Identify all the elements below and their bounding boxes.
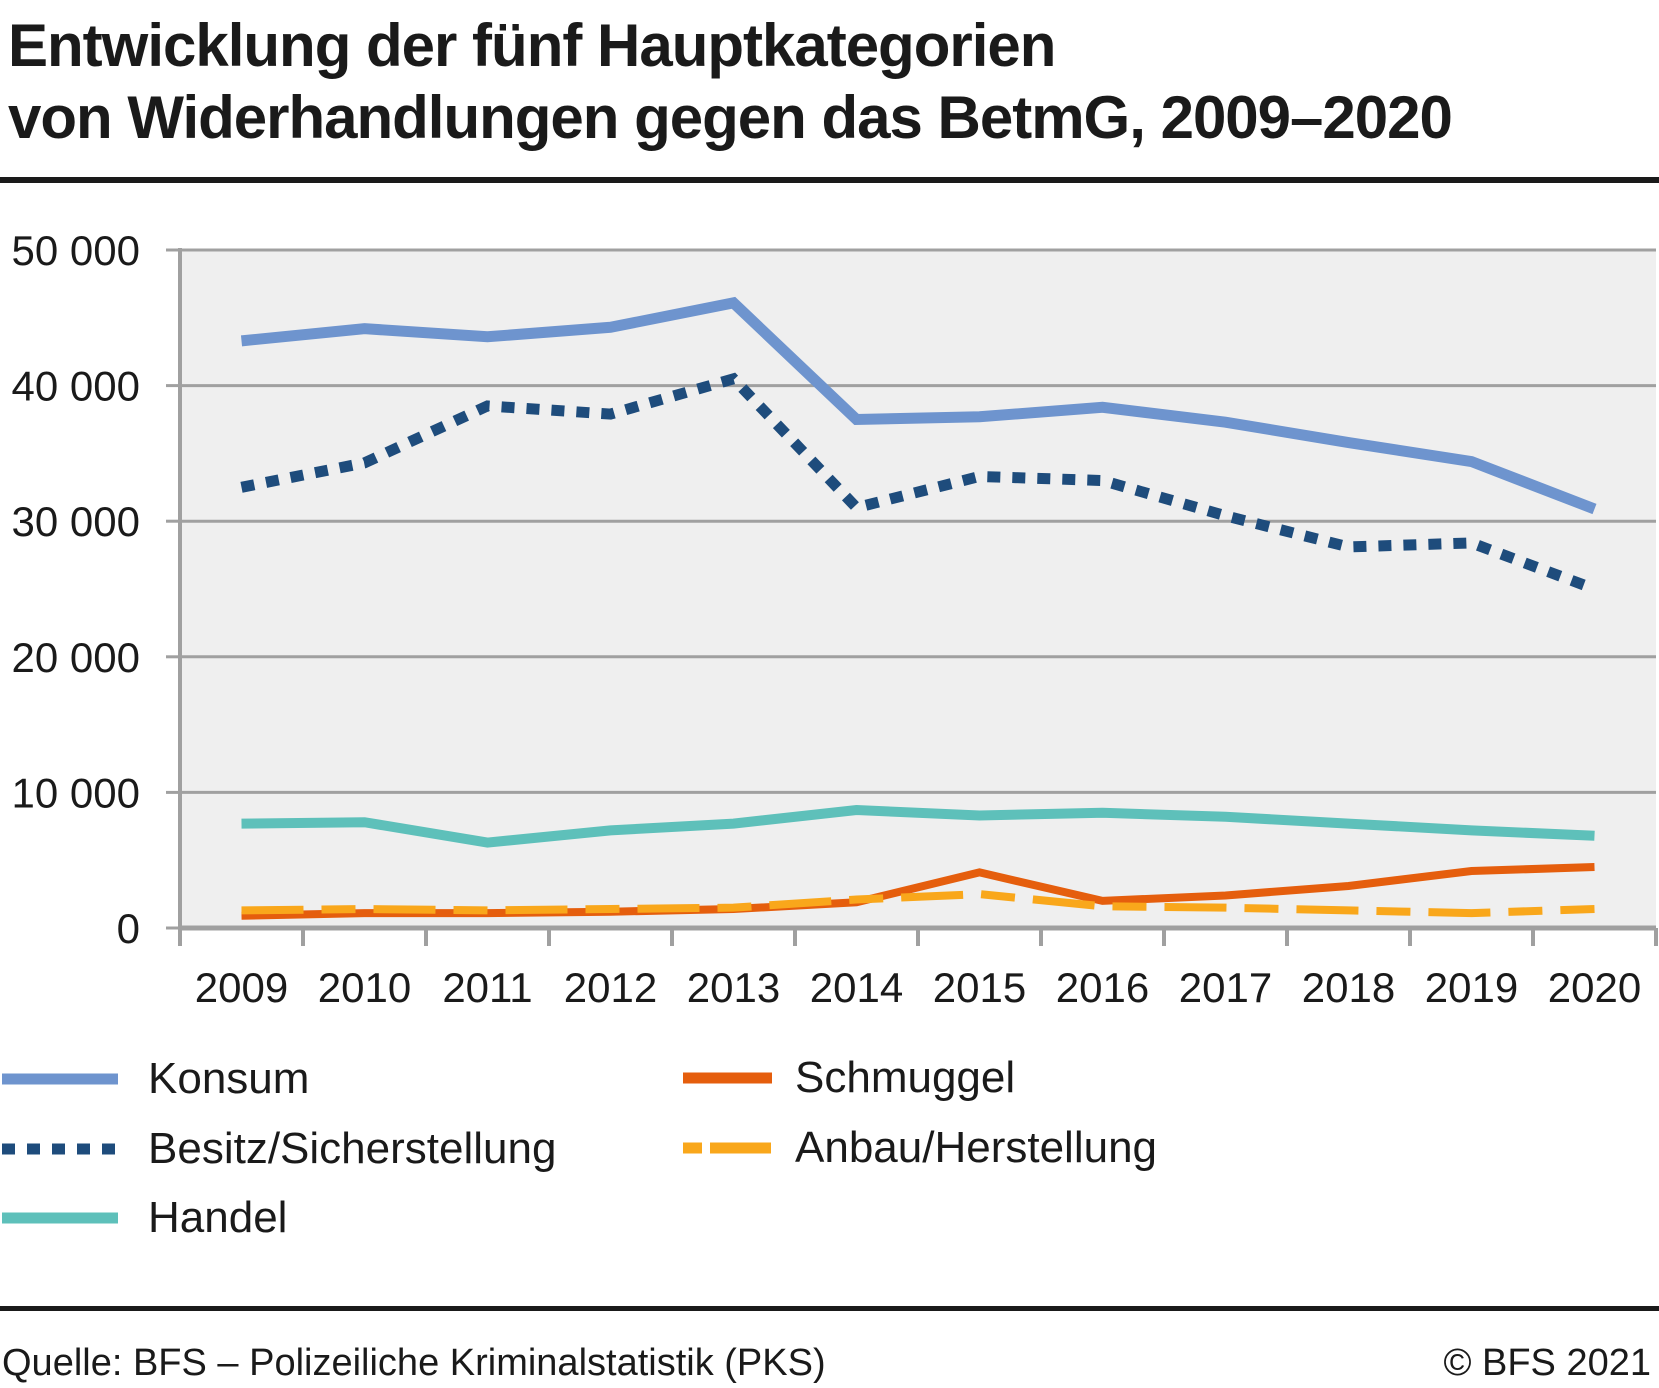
legend-swatch-anbau-herstellung <box>683 1142 772 1154</box>
legend-label-besitz-sicherstellung: Besitz/Sicherstellung <box>148 1124 557 1173</box>
x-tick-label: 2010 <box>318 964 411 1011</box>
x-axis-labels: 2009 2010 2011 2012 2013 2014 2015 2016 2017 2018… <box>195 964 1641 1011</box>
y-tick-label: 0 <box>117 905 140 952</box>
title-divider <box>0 177 1659 183</box>
x-tick-label: 2015 <box>933 964 1026 1011</box>
series-handel <box>241 805 1595 848</box>
series-line-besitz-sicherstellung <box>240 372 1597 595</box>
y-tick-label: 50 000 <box>12 227 140 274</box>
legend-swatch-besitz-sicherstellung <box>2 1143 118 1155</box>
line-chart: 0 10 000 20 000 30 000 40 000 50 000 2009 2010 2… <box>0 190 1659 1035</box>
x-tick-label: 2016 <box>1056 964 1149 1011</box>
copyright-text: © BFS 2021 <box>1443 1342 1651 1384</box>
x-tick-label: 2011 <box>442 964 532 1011</box>
x-tick-label: 2014 <box>810 964 903 1011</box>
y-tick-label: 30 000 <box>12 498 140 545</box>
series-line-konsum <box>240 296 1597 515</box>
series-konsum <box>240 296 1597 515</box>
x-tick-label: 2019 <box>1425 964 1518 1011</box>
page-title-line2: von Widerhandlungen gegen das BetmG, 200… <box>8 84 1453 151</box>
series-besitz-sicherstellung <box>240 372 1597 595</box>
x-tick-label: 2018 <box>1302 964 1395 1011</box>
page-title-line1: Entwicklung der fünf Hauptkategorien <box>8 12 1056 79</box>
series-line-anbau-herstellung <box>241 890 1595 918</box>
x-tick-label: 2020 <box>1548 964 1641 1011</box>
legend-swatch-handel <box>2 1212 118 1224</box>
series-anbau-herstellung <box>241 890 1595 918</box>
legend-label-handel: Handel <box>148 1193 288 1242</box>
x-tick-label: 2012 <box>564 964 657 1011</box>
x-tick-label: 2017 <box>1179 964 1272 1011</box>
y-axis-labels: 0 10 000 20 000 30 000 40 000 50 000 <box>12 227 140 952</box>
page-title: Entwicklung der fünf Hauptkategorien von … <box>8 10 1453 154</box>
axes <box>178 248 1658 946</box>
legend-label-anbau-herstellung: Anbau/Herstellung <box>795 1123 1158 1172</box>
y-tick-label: 10 000 <box>12 769 140 816</box>
footer-divider <box>0 1306 1659 1311</box>
y-tick-label: 20 000 <box>12 634 140 681</box>
y-gridlines <box>166 248 1656 930</box>
legend-label-konsum: Konsum <box>148 1054 310 1103</box>
legend-label-schmuggel: Schmuggel <box>795 1053 1016 1102</box>
series-line-handel <box>241 805 1595 848</box>
y-tick-label: 40 000 <box>12 363 140 410</box>
legend-swatch-schmuggel <box>683 1072 772 1084</box>
source-text: Quelle: BFS – Polizeiliche Kriminalstati… <box>2 1342 826 1384</box>
x-tick-label: 2013 <box>687 964 780 1011</box>
x-tick-label: 2009 <box>195 964 288 1011</box>
legend-swatch-konsum <box>2 1073 118 1085</box>
